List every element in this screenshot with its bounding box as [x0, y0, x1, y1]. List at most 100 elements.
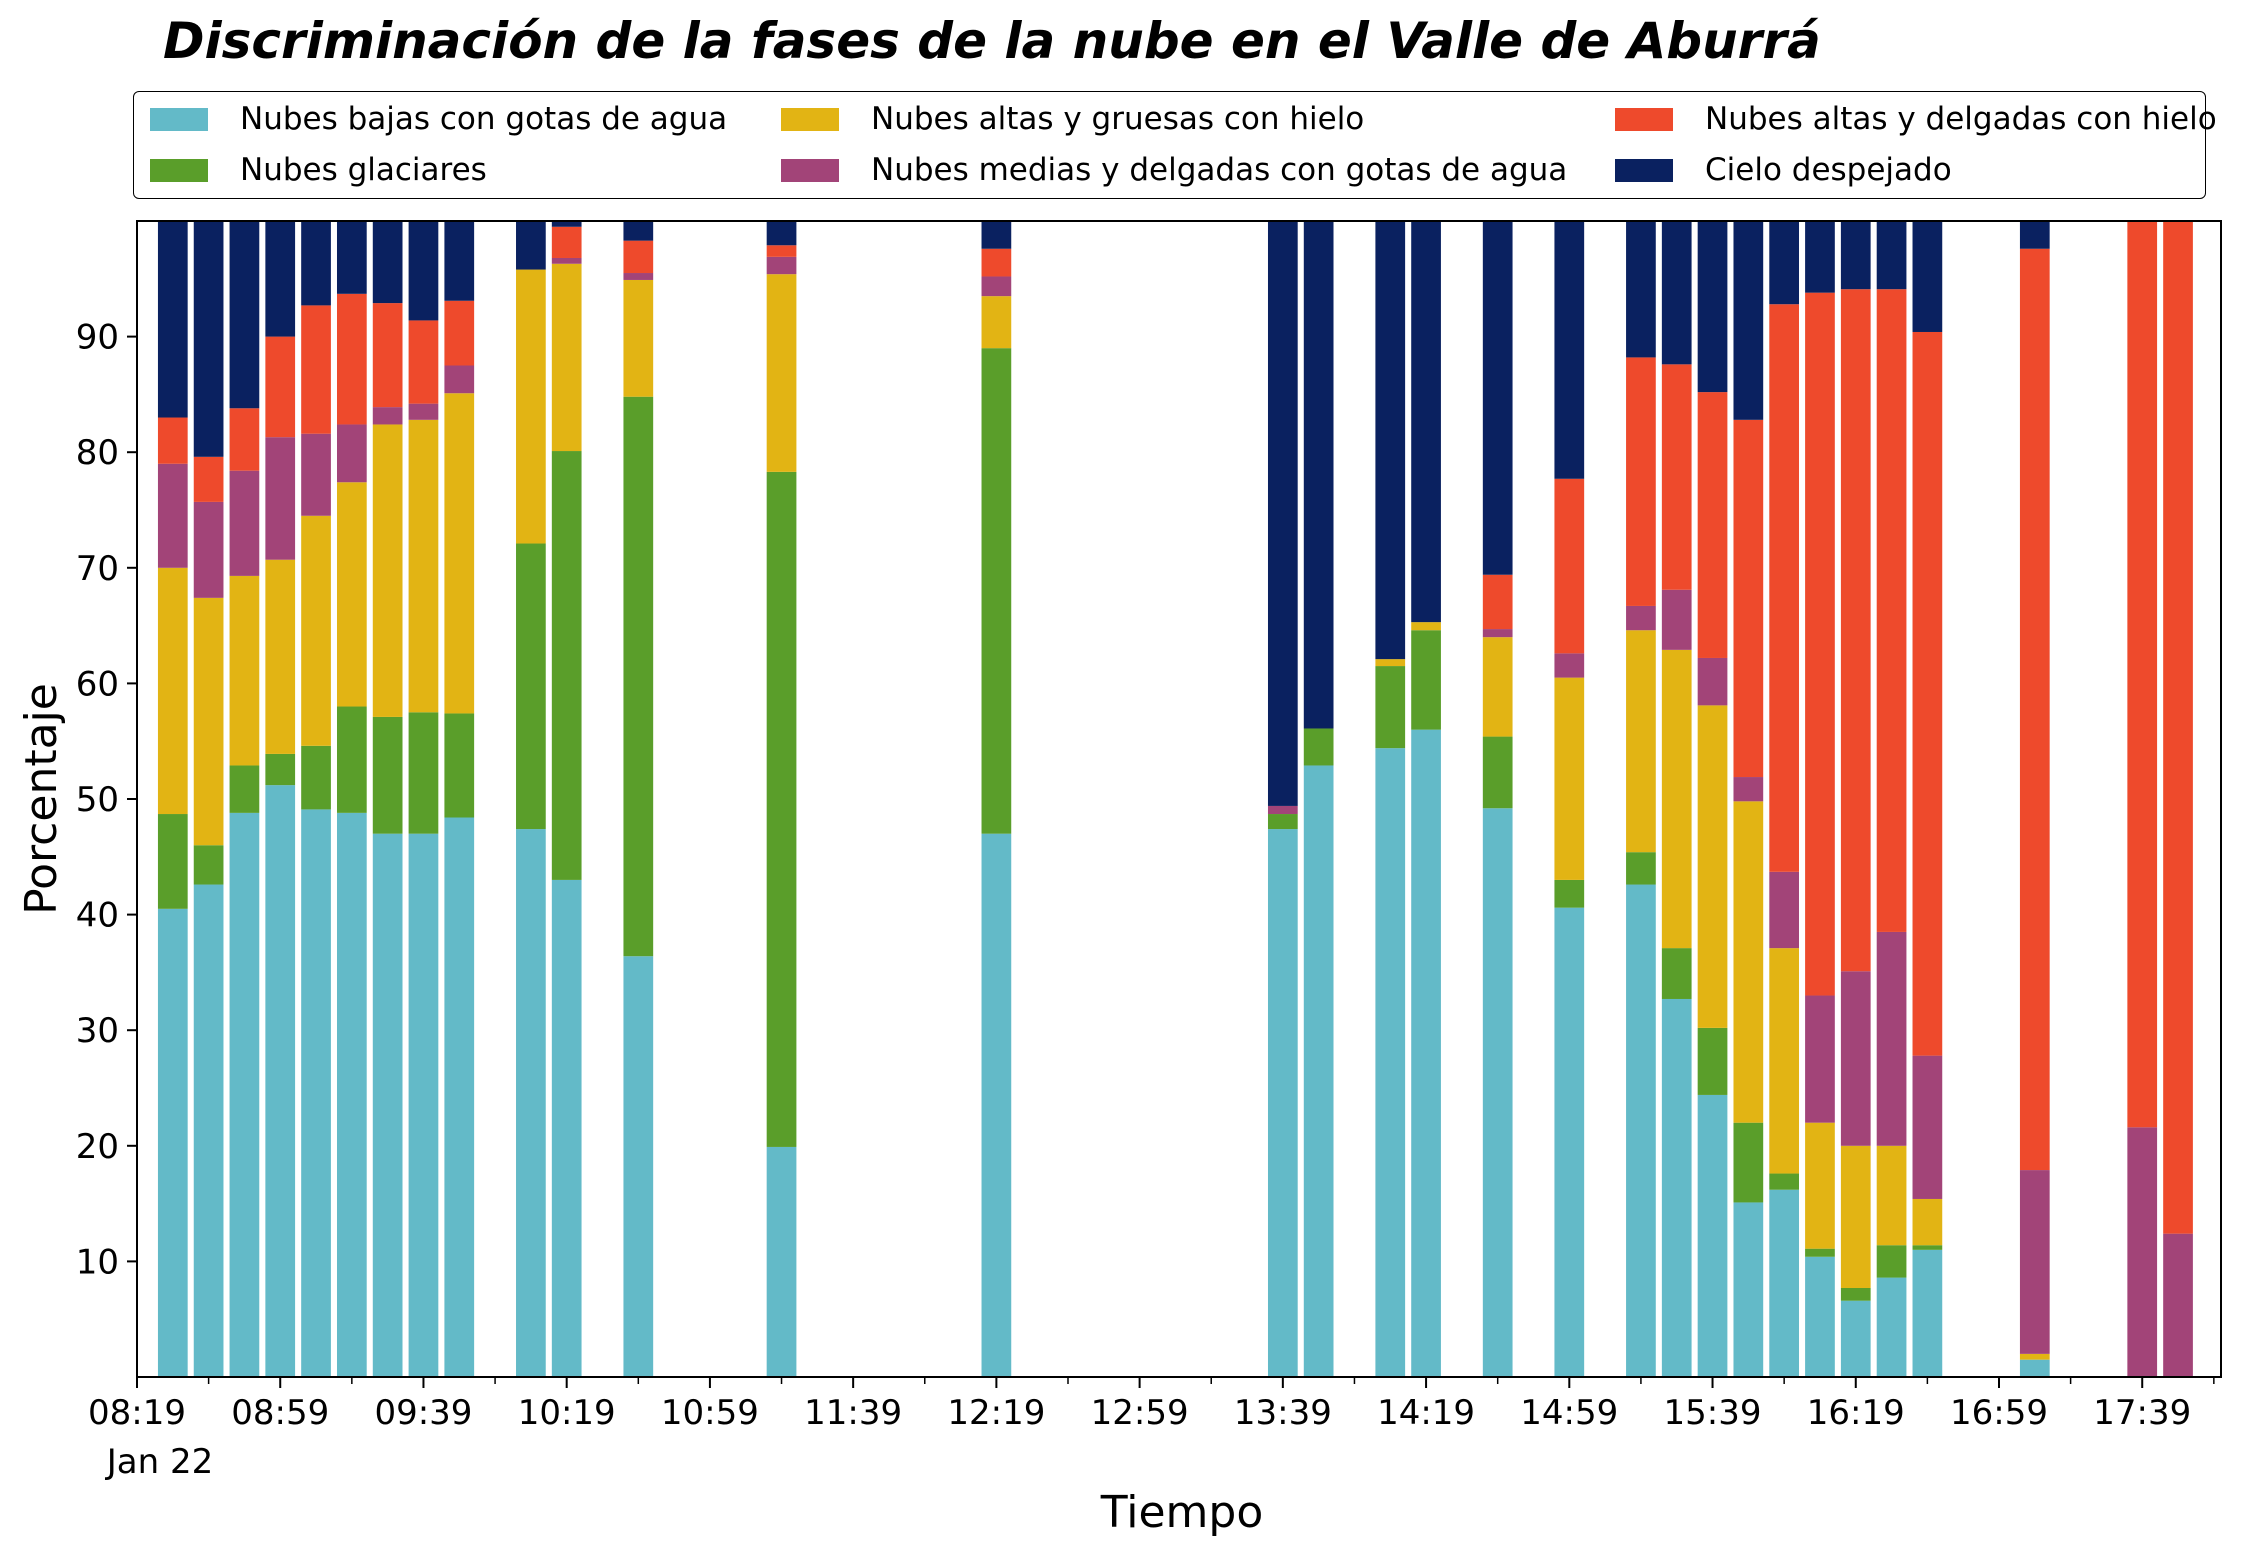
bar-segment [1411, 221, 1441, 623]
bar-segment [229, 221, 260, 409]
bar-segment [265, 559, 296, 754]
legend-swatch [781, 107, 839, 131]
bar-segment [2019, 248, 2050, 1171]
bar-segment [1554, 221, 1585, 479]
bar-segment [1769, 1173, 1800, 1190]
bar-segment [372, 424, 403, 717]
x-tick-label: 17:39 [2093, 1393, 2191, 1433]
bar-segment [1303, 221, 1334, 729]
bar-segment [766, 221, 797, 246]
bar-segment [1733, 1202, 1764, 1377]
bar-segment [1267, 221, 1298, 806]
bar-segment [408, 221, 439, 321]
bar-segment [1375, 666, 1406, 749]
bar-segment [1661, 998, 1692, 1377]
legend-item-nubes-altas-gruesas: Nubes altas y gruesas con hielo [781, 99, 1364, 139]
bar-segment [1482, 629, 1513, 638]
bar-segment [1733, 777, 1764, 802]
y-tick-label: 10 [76, 1242, 119, 1282]
bar-segment [766, 471, 797, 1147]
bar-segment [1876, 221, 1907, 290]
bar-segment [2127, 221, 2158, 1128]
bar-segment [623, 956, 654, 1377]
bar-segment [265, 336, 296, 438]
bar-segment [1554, 677, 1585, 880]
x-axis-title: Tiempo [1100, 1487, 1264, 1538]
bar-segment [301, 515, 331, 746]
bar-segment [336, 221, 367, 294]
bar-segment [265, 785, 296, 1377]
bar-segment [516, 829, 546, 1377]
y-tick-label: 80 [76, 433, 119, 473]
bar-segment [551, 451, 582, 880]
bar-segment [1805, 221, 1835, 293]
x-tick-label: 16:59 [1950, 1393, 2048, 1433]
bar-segment [2019, 1359, 2050, 1377]
y-tick-label: 90 [76, 318, 119, 358]
bar-segment [1840, 1145, 1871, 1288]
bar-segment [408, 403, 439, 420]
bar-segment [229, 408, 260, 471]
legend-label: Nubes altas y gruesas con hielo [871, 101, 1365, 137]
legend-label: Nubes glaciares [240, 152, 487, 188]
bar-segment [1769, 871, 1800, 949]
x-date-label: Jan 22 [105, 1442, 213, 1482]
legend-label: Nubes medias y delgadas con gotas de agu… [871, 152, 1568, 188]
bar-segment [444, 365, 475, 394]
bar-segment [157, 567, 188, 815]
bar-segment [301, 809, 331, 1377]
bar-segment [1805, 292, 1835, 996]
legend-item-nubes-medias-delgadas: Nubes medias y delgadas con gotas de agu… [781, 150, 1567, 190]
bar-segment [1411, 622, 1441, 631]
bar-segment [157, 463, 188, 568]
bar-segment [372, 833, 403, 1377]
chart-title: Discriminación de la fases de la nube en… [163, 12, 1821, 70]
bar-segment [372, 221, 403, 304]
bar-segment [1661, 364, 1692, 590]
bar-segment [1840, 1300, 1871, 1377]
bar-segment [1554, 907, 1585, 1377]
bar-segment [1840, 971, 1871, 1146]
bar-segment [1626, 884, 1656, 1377]
bar-segment [551, 226, 582, 258]
bar-segment [2163, 1233, 2193, 1377]
bar-segment [444, 713, 475, 818]
bar-segment [1912, 1198, 1943, 1246]
bar-segment [1482, 637, 1513, 737]
bar-segment [623, 273, 654, 280]
bar-segment [301, 221, 331, 306]
bar-segment [229, 765, 260, 813]
bar-segment [1697, 705, 1728, 1028]
bars-layer [157, 221, 2193, 1377]
bar-segment [1482, 808, 1513, 1377]
bar-segment [1411, 630, 1441, 730]
bar-segment [1482, 736, 1513, 809]
bar-segment [766, 256, 797, 275]
bar-segment [157, 417, 188, 464]
bar-segment [1805, 1248, 1835, 1257]
legend-item-nubes-altas-delgadas: Nubes altas y delgadas con hielo [1615, 99, 2217, 139]
bar-segment [551, 879, 582, 1377]
bar-segment [2019, 221, 2050, 249]
bar-segment [1912, 1055, 1943, 1199]
x-tick-label: 08:19 [88, 1393, 186, 1433]
y-tick-label: 20 [76, 1127, 119, 1167]
bar-segment [1912, 1245, 1943, 1250]
bar-segment [336, 424, 367, 483]
y-tick-label: 50 [76, 780, 119, 820]
bar-segment [229, 575, 260, 766]
bar-segment [1411, 729, 1441, 1377]
bar-segment [1375, 221, 1406, 660]
bar-segment [1876, 931, 1907, 1146]
bar-segment [1661, 649, 1692, 949]
x-tick-label: 10:19 [518, 1393, 616, 1433]
bar-segment [301, 305, 331, 434]
bar-segment [1805, 995, 1835, 1123]
bar-segment [1876, 1277, 1907, 1377]
bar-segment [1661, 948, 1692, 999]
bar-segment [1626, 221, 1656, 358]
bar-segment [1375, 748, 1406, 1377]
bar-segment [1769, 304, 1800, 872]
bar-segment [1554, 879, 1585, 908]
